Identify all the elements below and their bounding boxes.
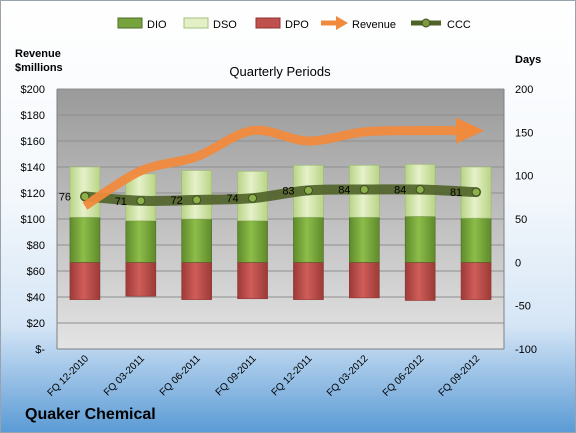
ccc-point <box>80 191 90 201</box>
left-tick-label: $80 <box>27 240 45 252</box>
dpo-bar <box>293 262 324 300</box>
ccc-data-label: 72 <box>171 195 183 207</box>
left-tick-label: $- <box>35 344 45 356</box>
dpo-bar <box>349 262 380 299</box>
dpo-bar <box>69 262 101 300</box>
right-tick-label: 200 <box>515 84 533 96</box>
right-tick-label: 100 <box>515 171 533 183</box>
legend-label-dso: DSO <box>213 19 237 31</box>
dio-bar <box>293 216 324 263</box>
legend-label-ccc: CCC <box>447 19 471 31</box>
legend-swatch-dpo <box>255 17 281 29</box>
legend-swatch-dso <box>183 17 209 29</box>
company-name: Quaker Chemical <box>25 406 156 423</box>
x-tick-label: FQ 12-2011 <box>270 353 315 398</box>
x-tick-label: FQ 06-2011 <box>158 353 203 398</box>
left-axis-title-line2: $millions <box>15 62 63 74</box>
dio-bar <box>69 216 101 263</box>
left-tick-label: $140 <box>21 162 45 174</box>
ccc-data-label: 76 <box>59 191 71 203</box>
legend-label-dio: DIO <box>147 19 167 31</box>
ccc-point <box>303 185 313 195</box>
x-tick-label: FQ 12-2010 <box>46 353 92 399</box>
legend-swatch-revenue <box>321 16 348 30</box>
dio-bar <box>125 220 157 263</box>
right-axis-ticks: 200 150 100 50 0 -50 -100 <box>515 84 537 356</box>
ccc-line <box>79 184 482 206</box>
dpo-bar <box>125 262 157 297</box>
ccc-data-label: 74 <box>226 193 238 205</box>
x-tick-label: FQ 06-2012 <box>381 353 427 399</box>
right-tick-label: -50 <box>515 301 531 313</box>
ccc-point <box>415 185 425 195</box>
legend-swatch-ccc <box>411 18 441 28</box>
x-tick-label: FQ 09-2011 <box>214 353 259 398</box>
dio-bar <box>181 218 212 263</box>
left-tick-label: $60 <box>27 266 45 278</box>
ccc-data-label: 84 <box>394 185 406 197</box>
left-tick-label: $100 <box>21 214 45 226</box>
ccc-labels-layer: 76 71 72 74 83 84 84 81 <box>59 185 462 208</box>
ccc-point <box>136 196 146 206</box>
x-tick-label: FQ 03-2011 <box>102 353 147 398</box>
legend-label-dpo: DPO <box>285 19 309 31</box>
left-tick-label: $20 <box>27 318 45 330</box>
dio-bar <box>349 216 380 263</box>
left-tick-label: $200 <box>21 84 45 96</box>
lines-layer <box>79 117 485 210</box>
dpo-bar <box>181 262 212 300</box>
revenue-line <box>82 125 461 210</box>
bars-layer <box>69 164 492 301</box>
left-tick-label: $160 <box>21 136 45 148</box>
ccc-point <box>248 193 258 203</box>
dio-bar <box>404 216 436 263</box>
right-tick-label: -100 <box>515 344 537 356</box>
left-axis-ticks: $200 $180 $160 $140 $120 $100 $80 $60 $40 $20 $- <box>21 84 46 356</box>
chart-title: Quarterly Periods <box>229 64 331 79</box>
dpo-bar <box>237 262 268 300</box>
right-tick-label: 150 <box>515 127 533 139</box>
ccc-data-label: 81 <box>450 187 462 199</box>
ccc-point <box>192 195 202 205</box>
ccc-data-label: 83 <box>282 185 294 197</box>
legend-swatch-dio <box>117 17 143 29</box>
dio-bar <box>237 220 268 263</box>
left-tick-label: $120 <box>21 188 45 200</box>
dpo-bar <box>404 262 436 301</box>
dso-bar <box>181 170 212 220</box>
left-axis-title-line1: Revenue <box>15 48 61 60</box>
x-axis-ticks: FQ 12-2010 FQ 03-2011 FQ 06-2011 FQ 09-2011… <box>46 353 483 399</box>
left-tick-label: $180 <box>21 110 45 122</box>
right-axis-title: Days <box>515 54 541 66</box>
revenue-arrowhead <box>456 117 485 144</box>
right-tick-label: 50 <box>515 214 527 226</box>
ccc-point <box>359 185 369 195</box>
legend: DIO DSO DPO Revenue CCC <box>117 16 471 31</box>
ccc-point <box>471 187 481 197</box>
right-tick-label: 0 <box>515 257 521 269</box>
dio-bar <box>460 217 492 263</box>
left-tick-label: $40 <box>27 292 45 304</box>
x-tick-label: FQ 03-2012 <box>325 353 371 399</box>
dpo-bar <box>460 262 492 300</box>
x-tick-label: FQ 09-2012 <box>437 353 483 399</box>
ccc-data-label: 71 <box>115 196 127 208</box>
ccc-data-label: 84 <box>338 185 350 197</box>
legend-label-revenue: Revenue <box>352 19 396 31</box>
